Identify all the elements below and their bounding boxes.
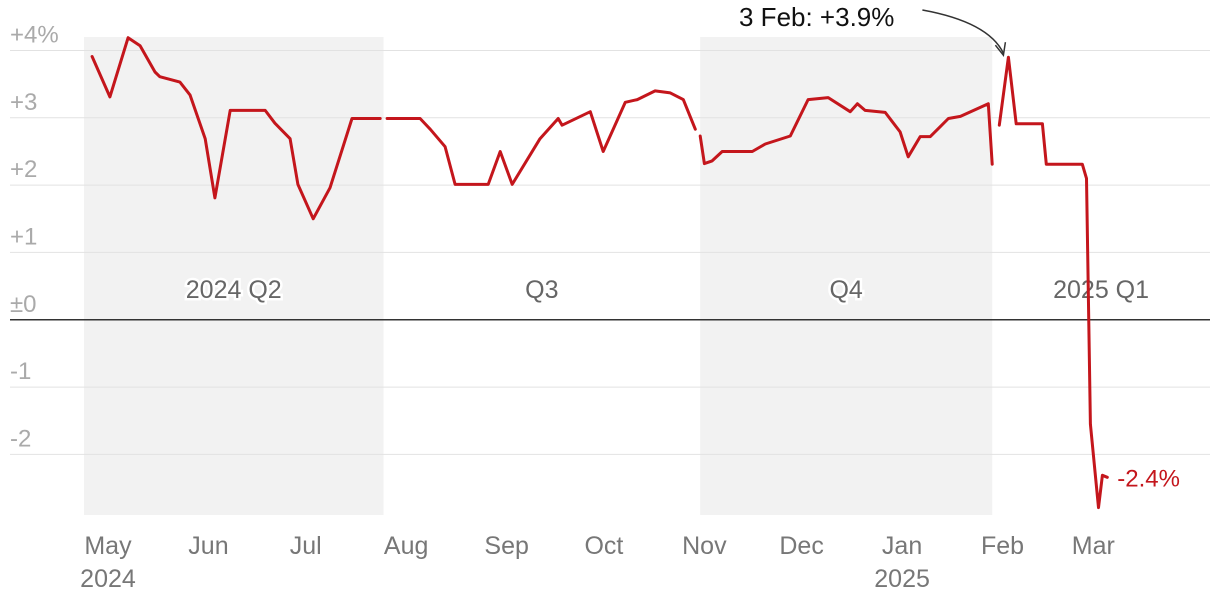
x-tick-label: May — [84, 532, 132, 560]
y-tick-label: +2 — [10, 156, 37, 183]
quarter-band — [700, 37, 993, 515]
quarter-band — [84, 37, 384, 515]
x-tick-label: Dec — [779, 532, 823, 560]
band-label: 2024 Q2 — [186, 276, 282, 304]
data-line — [90, 36, 1109, 510]
x-tick-label: Mar — [1072, 532, 1115, 560]
band-label: 2025 Q1 — [1053, 276, 1149, 304]
x-year-label: 2024 — [80, 565, 136, 593]
annotation: 3 Feb: +3.9% — [739, 2, 894, 32]
y-tick-label: +3 — [10, 89, 37, 116]
x-tick-label: Oct — [584, 532, 623, 560]
x-year-label: 2025 — [874, 565, 930, 593]
y-tick-label: -2 — [10, 425, 31, 452]
band-label: Q3 — [525, 276, 558, 304]
y-tick-label: ±0 — [10, 291, 37, 318]
x-tick-label: Nov — [682, 532, 727, 560]
y-tick-label: +4% — [10, 21, 59, 48]
x-tick-label: Aug — [384, 532, 428, 560]
end-label: -2.4% — [1117, 465, 1180, 492]
x-tick-label: Jul — [290, 532, 322, 560]
annotation-arrow — [922, 9, 1005, 54]
annotation-arrowhead — [994, 42, 1007, 57]
y-tick-label: +1 — [10, 223, 37, 250]
band-label: Q4 — [829, 276, 862, 304]
y-tick-label: -1 — [10, 358, 31, 385]
x-tick-label: Feb — [981, 532, 1024, 560]
x-tick-label: Jan — [882, 532, 922, 560]
x-tick-label: Jun — [188, 532, 228, 560]
x-tick-label: Sep — [484, 532, 528, 560]
